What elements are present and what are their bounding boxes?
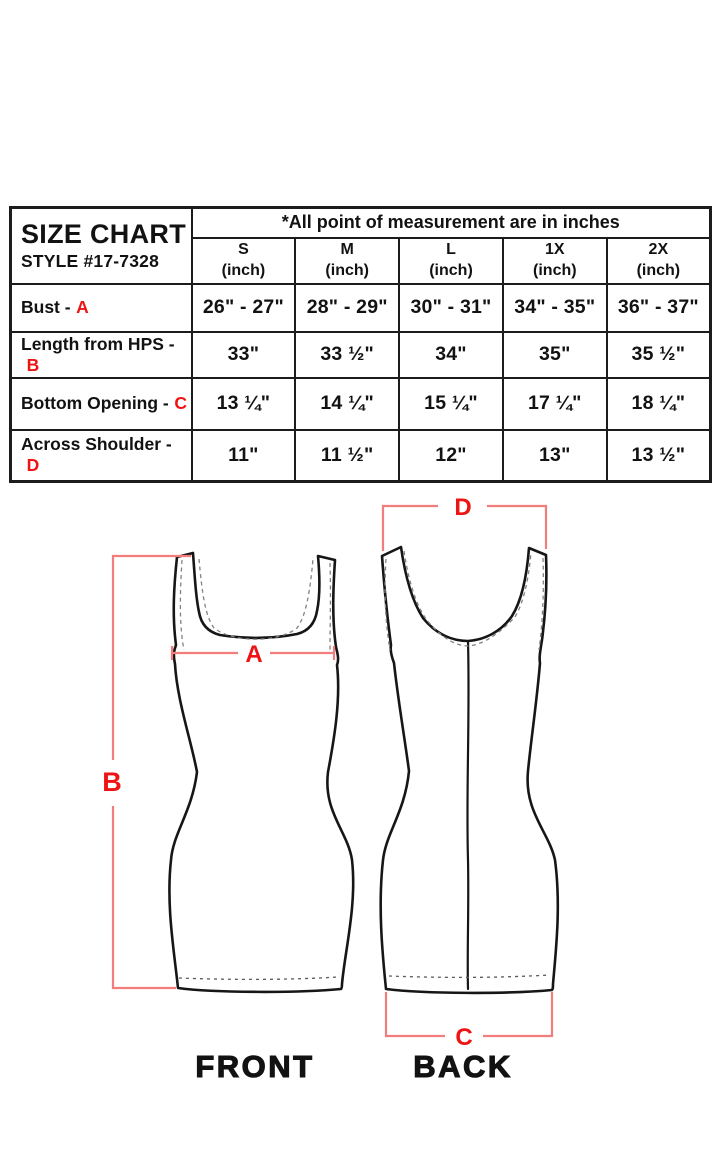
measurement-a-line (170, 646, 336, 660)
size-unit: (inch) (533, 261, 577, 279)
shoulder-s: 11" (190, 428, 297, 483)
length-1x: 35" (501, 330, 608, 379)
table-row-across-shoulder: Across Shoulder -D 11" 11 ½" 12" 13" 13 … (9, 428, 712, 483)
measurement-letter-c: C (174, 393, 187, 413)
row-label-text: Across Shoulder - (21, 434, 172, 455)
chart-style-number: STYLE #17-7328 (21, 250, 160, 271)
back-neckline-stitch-line (403, 550, 532, 647)
row-label-shoulder: Across Shoulder -D (9, 428, 193, 483)
shoulder-m: 11 ½" (294, 428, 401, 483)
chart-title-cell: SIZE CHART STYLE #17-7328 (9, 206, 193, 285)
bottom-1x: 17 ¼" (501, 376, 608, 431)
size-header-m: M (inch) (294, 236, 401, 285)
header-row-sizes: S (inch) M (inch) L (inch) 1X (inch) 2X … (11, 236, 712, 285)
bottom-2x: 18 ¼" (605, 376, 712, 431)
bust-s: 26" - 27" (190, 282, 297, 333)
back-right-armhole-stitch-line (538, 557, 545, 651)
size-name: 2X (648, 240, 669, 258)
shoulder-2x: 13 ½" (605, 428, 712, 483)
front-hem-stitch-line (178, 976, 339, 981)
length-l: 34" (398, 330, 504, 379)
measurement-annotations: D A B C (102, 494, 554, 1051)
size-header-s: S (inch) (190, 236, 297, 285)
bust-l: 30" - 31" (398, 282, 504, 333)
back-hem-stitch-line (388, 974, 550, 979)
front-dress-outline (168, 551, 355, 994)
row-label-bottom: Bottom Opening -C (9, 376, 193, 431)
shoulder-1x: 13" (501, 428, 608, 483)
measurement-c-bracket (384, 992, 554, 1038)
bust-2x: 36" - 37" (605, 282, 712, 333)
table-row-bust: Bust -A 26" - 27" 28" - 29" 30" - 31" 34… (9, 282, 712, 333)
measurement-label-a: A (245, 641, 262, 668)
size-name: M (340, 240, 354, 258)
size-header-l: L (inch) (398, 236, 504, 285)
length-s: 33" (190, 330, 297, 379)
shoulder-l: 12" (398, 428, 504, 483)
size-unit: (inch) (636, 261, 681, 279)
back-dress (379, 545, 560, 995)
row-label-text: Bust - (21, 297, 71, 317)
center-back-seam (466, 639, 470, 991)
size-chart-table: SIZE CHART STYLE #17-7328 *All point of … (9, 206, 712, 483)
size-unit: (inch) (325, 261, 369, 279)
measurement-note: *All point of measurement are in inches (190, 206, 712, 239)
bust-1x: 34" - 35" (501, 282, 608, 333)
length-m: 33 ½" (294, 330, 401, 379)
front-dress (168, 551, 355, 994)
measurement-letter-b: B (26, 354, 40, 375)
size-name: 1X (545, 240, 565, 258)
bottom-m: 14 ¼" (294, 376, 401, 431)
row-label-length: Length from HPS -B (9, 330, 193, 379)
size-unit: (inch) (221, 261, 266, 279)
size-name: L (446, 240, 456, 258)
size-header-2x: 2X (inch) (605, 236, 712, 285)
row-label-text: Length from HPS - (21, 333, 175, 354)
measurement-letter-d: D (26, 455, 40, 476)
size-name: S (238, 240, 249, 258)
row-label-bust: Bust -A (9, 282, 193, 333)
size-header-1x: 1X (inch) (501, 236, 608, 285)
length-2x: 35 ½" (605, 330, 712, 379)
back-caption: BACK (413, 1049, 513, 1084)
measurement-label-b: B (102, 767, 122, 797)
row-label-text: Bottom Opening - (21, 393, 169, 413)
measurement-label-d: D (454, 494, 471, 521)
back-left-armhole-stitch-line (384, 558, 391, 651)
bottom-s: 13 ¼" (190, 376, 297, 431)
bottom-l: 15 ¼" (398, 376, 504, 431)
front-left-armhole-stitch-line (179, 559, 185, 651)
header-row-note: SIZE CHART STYLE #17-7328 *All point of … (9, 206, 712, 285)
measurement-d-bracket (381, 504, 548, 551)
bust-m: 28" - 29" (294, 282, 401, 333)
chart-title: SIZE CHART (21, 218, 186, 249)
front-caption: FRONT (195, 1049, 314, 1084)
size-unit: (inch) (429, 261, 473, 279)
front-neckline-stitch-line (198, 558, 314, 640)
measurement-b-line (111, 554, 191, 990)
measurement-letter-a: A (76, 297, 89, 317)
table-row-bottom-opening: Bottom Opening -C 13 ¼" 14 ¼" 15 ¼" 17 ¼… (9, 376, 712, 431)
table-row-length-hps: Length from HPS -B 33" 33 ½" 34" 35" 35 … (9, 330, 712, 379)
back-dress-outline (379, 545, 560, 995)
measurement-label-c: C (455, 1024, 472, 1051)
